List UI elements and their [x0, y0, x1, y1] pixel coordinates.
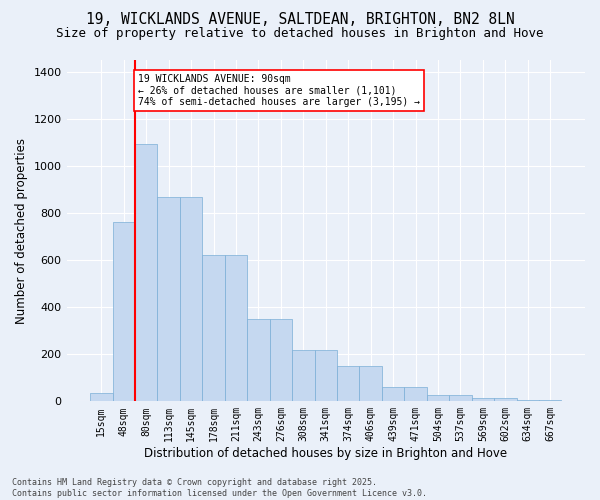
Bar: [517, 400, 539, 402]
Bar: [269, 319, 292, 402]
Bar: [494, 398, 517, 402]
Bar: [472, 398, 494, 402]
Bar: [292, 350, 314, 402]
Bar: [382, 387, 404, 402]
Text: Contains HM Land Registry data © Crown copyright and database right 2025.
Contai: Contains HM Land Registry data © Crown c…: [12, 478, 427, 498]
Bar: [247, 319, 269, 402]
Bar: [225, 256, 247, 402]
Bar: [202, 256, 225, 402]
Text: 19 WICKLANDS AVENUE: 90sqm
← 26% of detached houses are smaller (1,101)
74% of s: 19 WICKLANDS AVENUE: 90sqm ← 26% of deta…: [139, 74, 421, 108]
Bar: [449, 394, 472, 402]
Bar: [337, 366, 359, 402]
Bar: [157, 196, 180, 402]
Bar: [180, 196, 202, 402]
Bar: [427, 394, 449, 402]
X-axis label: Distribution of detached houses by size in Brighton and Hove: Distribution of detached houses by size …: [144, 447, 508, 460]
Bar: [113, 222, 135, 402]
Bar: [90, 393, 113, 402]
Text: 19, WICKLANDS AVENUE, SALTDEAN, BRIGHTON, BN2 8LN: 19, WICKLANDS AVENUE, SALTDEAN, BRIGHTON…: [86, 12, 514, 28]
Text: Size of property relative to detached houses in Brighton and Hove: Size of property relative to detached ho…: [56, 28, 544, 40]
Bar: [135, 144, 157, 402]
Y-axis label: Number of detached properties: Number of detached properties: [15, 138, 28, 324]
Bar: [404, 387, 427, 402]
Bar: [359, 366, 382, 402]
Bar: [539, 400, 562, 402]
Bar: [314, 350, 337, 402]
